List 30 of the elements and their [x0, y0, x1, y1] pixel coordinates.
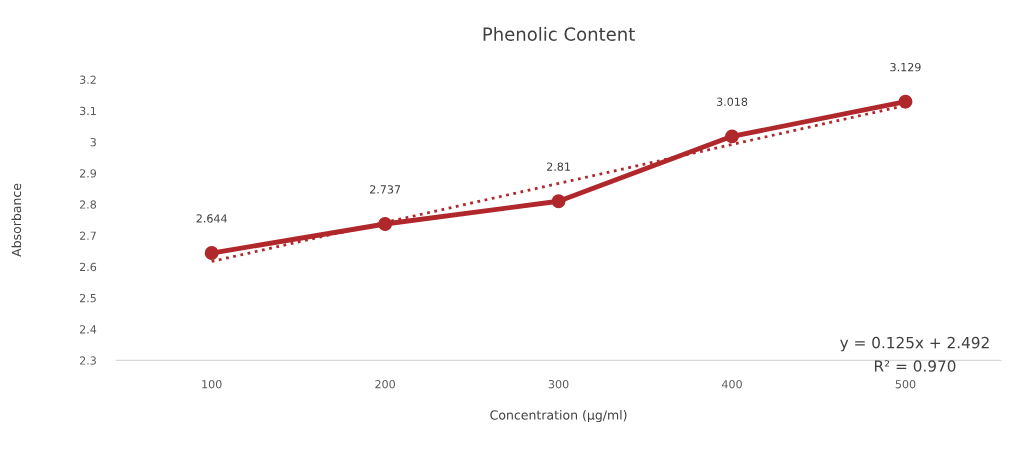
x-tick-label: 300: [548, 380, 569, 389]
y-tick-label: 2.9: [79, 169, 97, 178]
y-tick-label: 2.3: [79, 356, 96, 365]
x-tick-label: 100: [202, 380, 222, 389]
y-tick-label: 2.6: [79, 262, 97, 272]
data-label: 3.129: [890, 62, 921, 72]
data-label: 2.644: [196, 214, 227, 223]
y-tick-label: 2.7: [79, 231, 96, 240]
point: [378, 217, 393, 231]
y-tick-label: 3: [90, 137, 96, 147]
x-axis-title: Concentration (µg/ml): [490, 410, 627, 423]
data-label: 2.81: [547, 162, 570, 171]
point: [204, 246, 219, 260]
data-label: 2.737: [370, 185, 401, 194]
y-tick-label: 2.8: [79, 200, 97, 209]
data-label: 3.018: [716, 97, 748, 106]
y-tick-label: 3.2: [80, 75, 96, 84]
chart-title: Phenolic Content: [483, 26, 635, 41]
annotation: R² = 0.970: [874, 360, 956, 372]
point: [898, 94, 913, 109]
x-tick-label: 200: [375, 380, 395, 389]
y-tick-label: 2.4: [79, 325, 97, 334]
annotation: y = 0.125x + 2.492: [840, 336, 989, 352]
y-axis-title: Absorbance: [11, 183, 22, 257]
y-tick-label: 3.1: [80, 106, 96, 116]
x-tick-label: 500: [895, 380, 916, 389]
y-tick-label: 2.5: [79, 293, 96, 303]
point: [551, 194, 566, 209]
point: [725, 129, 739, 144]
x-tick-label: 400: [721, 380, 742, 389]
